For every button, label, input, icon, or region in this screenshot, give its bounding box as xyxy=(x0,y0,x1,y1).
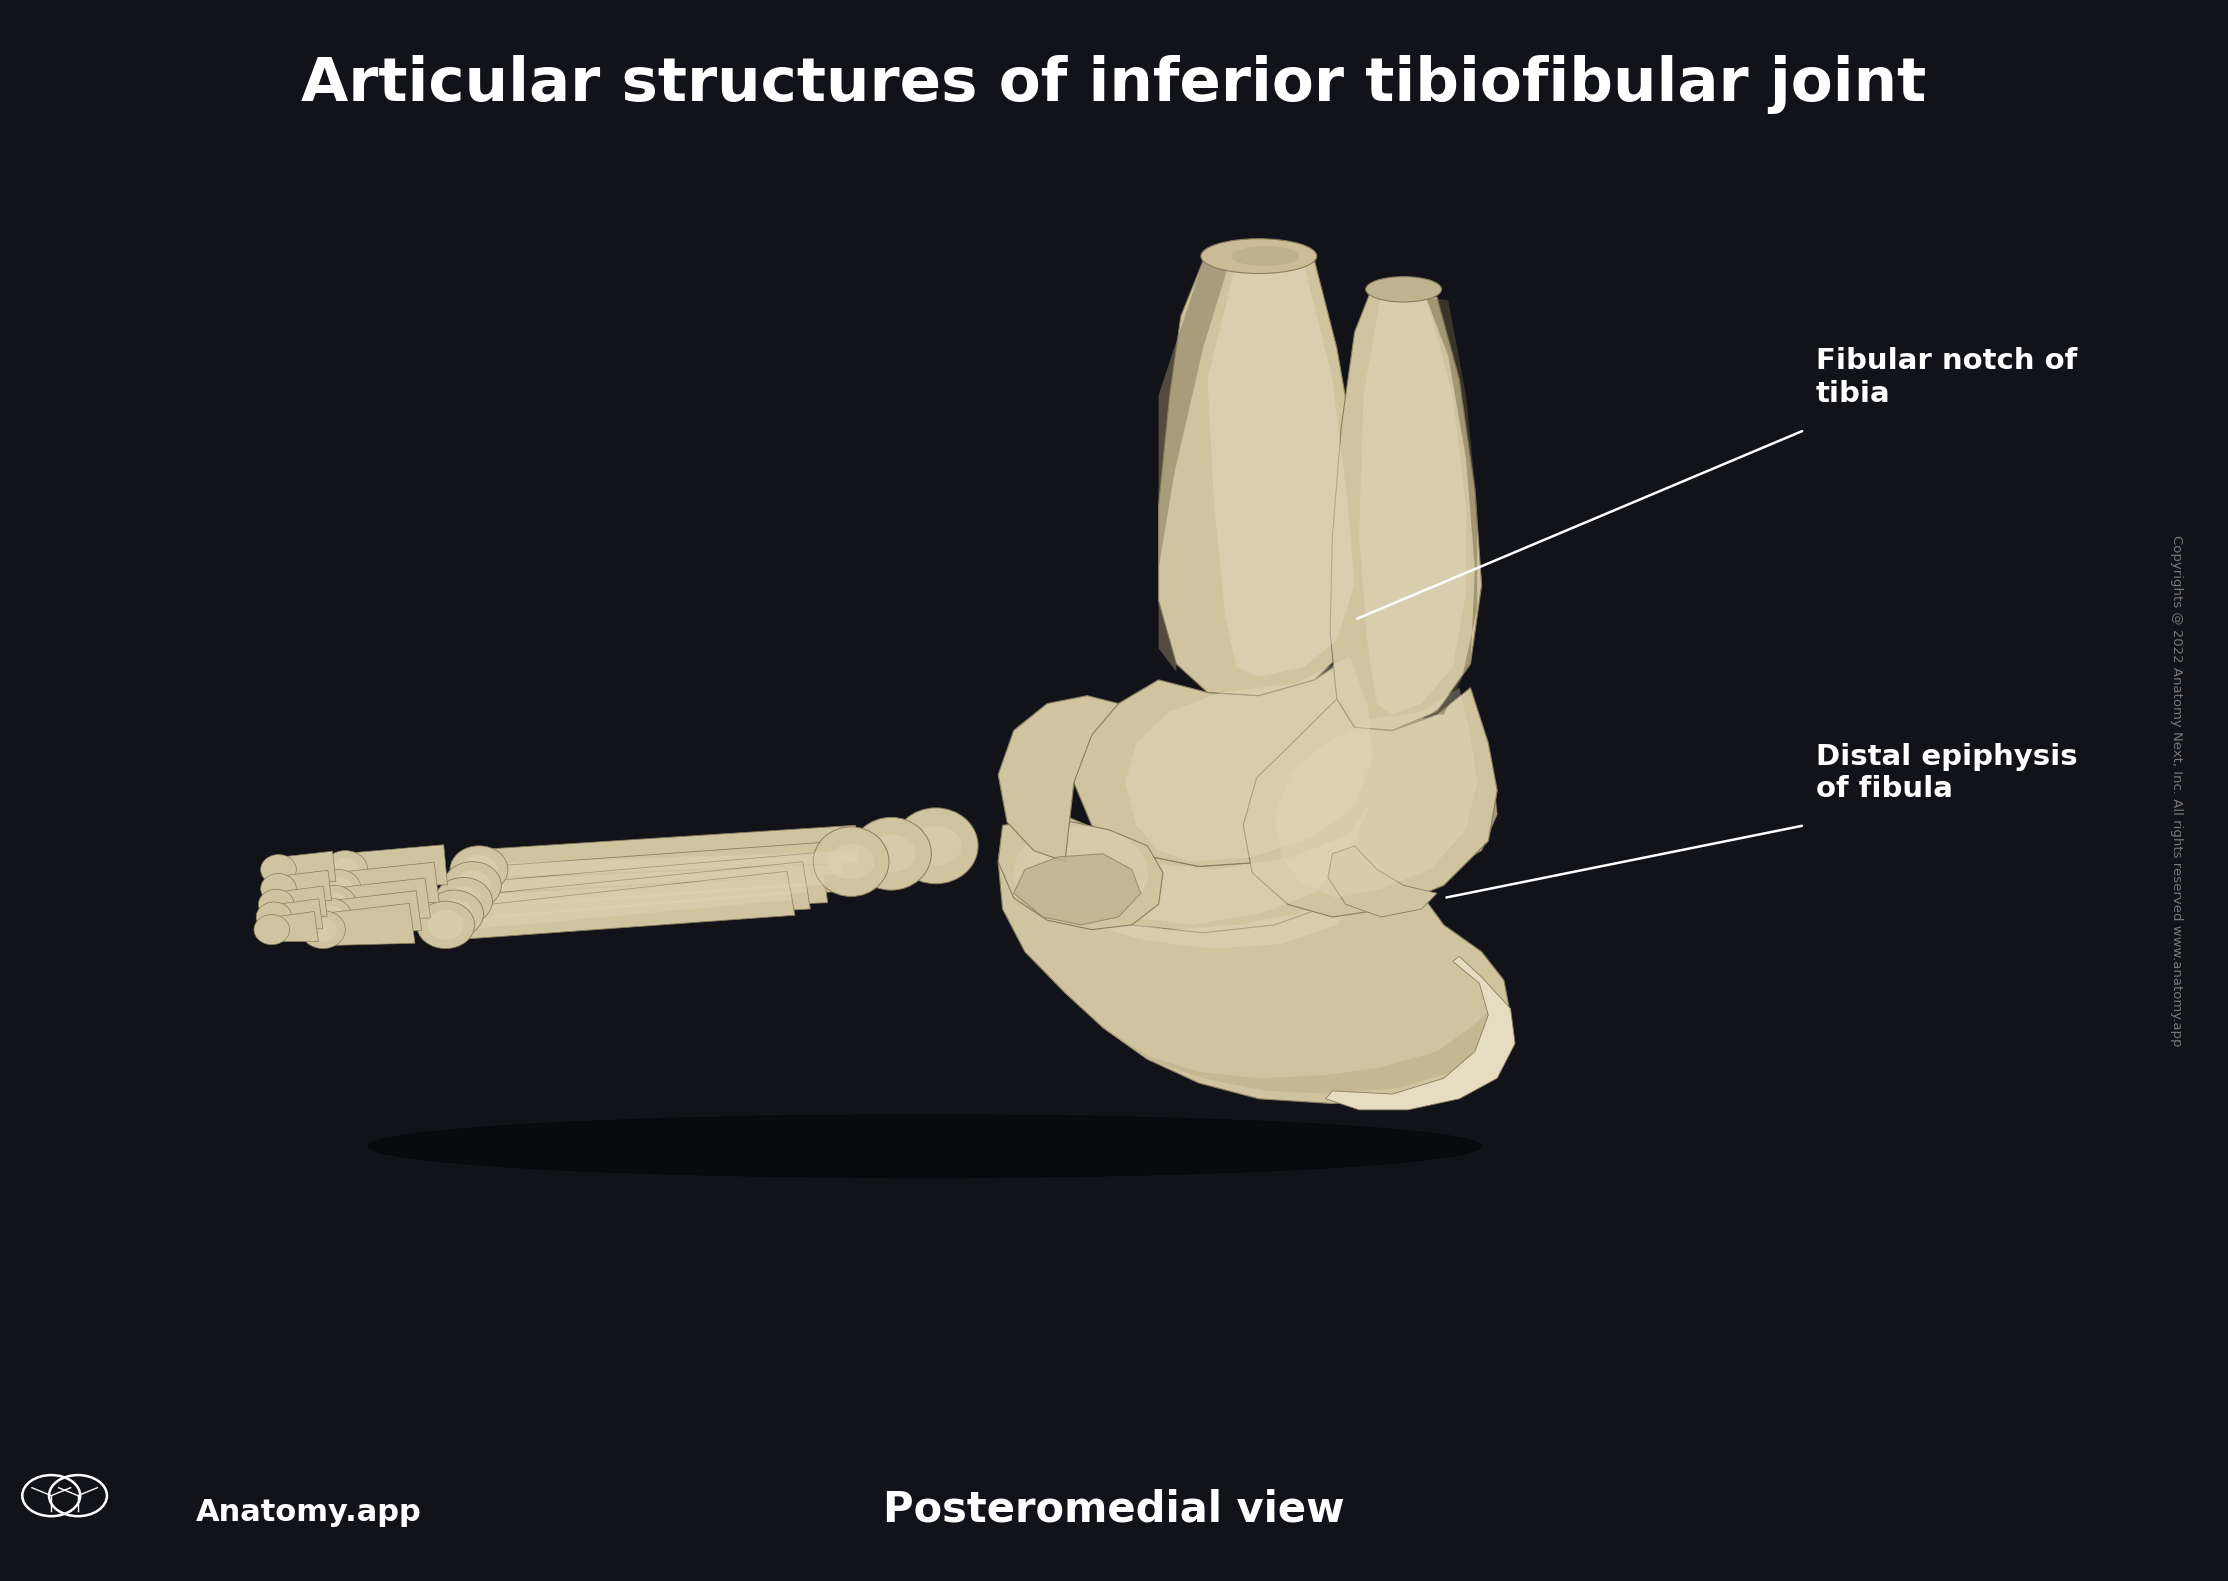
Ellipse shape xyxy=(428,911,463,939)
Polygon shape xyxy=(998,759,1511,1104)
Polygon shape xyxy=(1348,704,1497,885)
Ellipse shape xyxy=(851,817,931,890)
Polygon shape xyxy=(461,852,827,919)
Ellipse shape xyxy=(301,911,345,949)
Ellipse shape xyxy=(443,862,501,909)
Polygon shape xyxy=(1014,854,1141,925)
Polygon shape xyxy=(1274,688,1477,898)
Polygon shape xyxy=(443,871,795,941)
Text: Fibular notch of
tibia: Fibular notch of tibia xyxy=(1816,348,2076,408)
Polygon shape xyxy=(452,862,811,930)
Polygon shape xyxy=(477,825,860,890)
Ellipse shape xyxy=(316,906,343,928)
Ellipse shape xyxy=(368,1115,1482,1178)
Ellipse shape xyxy=(434,877,492,925)
Ellipse shape xyxy=(450,846,508,893)
Polygon shape xyxy=(463,874,824,909)
Ellipse shape xyxy=(911,827,960,865)
Polygon shape xyxy=(328,890,421,933)
Ellipse shape xyxy=(307,898,352,936)
Polygon shape xyxy=(276,870,332,901)
Polygon shape xyxy=(274,885,328,917)
Ellipse shape xyxy=(813,827,889,896)
Ellipse shape xyxy=(437,900,472,928)
Ellipse shape xyxy=(254,914,290,945)
Text: Distal epiphysis
of fibula: Distal epiphysis of fibula xyxy=(1816,743,2076,803)
Ellipse shape xyxy=(321,893,348,915)
Polygon shape xyxy=(332,877,430,920)
Ellipse shape xyxy=(1366,277,1442,302)
Polygon shape xyxy=(1159,261,1230,672)
Polygon shape xyxy=(446,892,793,931)
Polygon shape xyxy=(1330,292,1482,730)
Ellipse shape xyxy=(461,855,497,884)
Polygon shape xyxy=(272,898,323,930)
Ellipse shape xyxy=(1201,239,1317,274)
Ellipse shape xyxy=(1014,827,1147,919)
Ellipse shape xyxy=(867,835,916,873)
Polygon shape xyxy=(1328,846,1437,917)
Polygon shape xyxy=(998,819,1163,930)
Ellipse shape xyxy=(446,887,481,915)
Ellipse shape xyxy=(455,871,490,900)
Polygon shape xyxy=(1359,292,1466,715)
Ellipse shape xyxy=(829,844,873,879)
Polygon shape xyxy=(336,862,439,904)
Ellipse shape xyxy=(893,808,978,884)
Polygon shape xyxy=(276,851,336,882)
Ellipse shape xyxy=(426,890,483,938)
Polygon shape xyxy=(1074,648,1392,866)
Polygon shape xyxy=(321,903,414,945)
Polygon shape xyxy=(270,912,319,942)
Polygon shape xyxy=(1426,297,1477,715)
Polygon shape xyxy=(455,884,809,920)
Text: Articular structures of inferior tibiofibular joint: Articular structures of inferior tibiofi… xyxy=(301,55,1927,114)
Ellipse shape xyxy=(261,854,296,884)
Polygon shape xyxy=(1208,261,1355,677)
Ellipse shape xyxy=(1232,247,1299,266)
Polygon shape xyxy=(1125,656,1372,862)
Ellipse shape xyxy=(325,877,352,900)
Ellipse shape xyxy=(316,870,361,907)
Text: Posteromedial view: Posteromedial view xyxy=(882,1488,1346,1530)
Polygon shape xyxy=(343,844,448,885)
Ellipse shape xyxy=(256,901,292,933)
Ellipse shape xyxy=(312,885,356,923)
Polygon shape xyxy=(1025,822,1370,949)
Polygon shape xyxy=(1103,1012,1488,1094)
Polygon shape xyxy=(1326,957,1515,1110)
Text: Anatomy.app: Anatomy.app xyxy=(196,1499,421,1527)
Ellipse shape xyxy=(417,901,475,949)
Ellipse shape xyxy=(261,873,296,904)
Ellipse shape xyxy=(332,858,359,881)
Polygon shape xyxy=(1159,261,1370,696)
Ellipse shape xyxy=(323,851,368,889)
Polygon shape xyxy=(479,851,858,877)
Polygon shape xyxy=(1014,767,1381,933)
Polygon shape xyxy=(472,863,842,893)
Polygon shape xyxy=(1243,688,1497,917)
Ellipse shape xyxy=(258,889,294,919)
Polygon shape xyxy=(470,841,844,903)
Polygon shape xyxy=(998,696,1118,862)
Polygon shape xyxy=(1047,803,1370,925)
Ellipse shape xyxy=(310,919,336,941)
Text: Copyrights @ 2022 Anatomy Next, Inc. All rights reserved www.anatomy.app: Copyrights @ 2022 Anatomy Next, Inc. All… xyxy=(2170,534,2183,1047)
